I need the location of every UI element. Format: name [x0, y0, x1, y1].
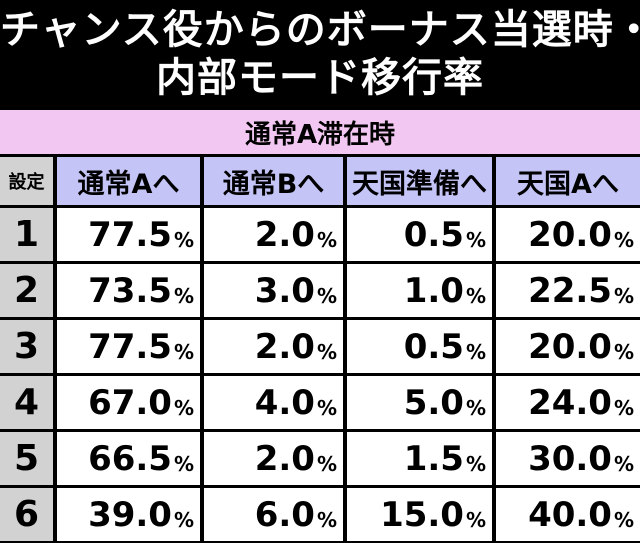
value-heaven-a: 40.0% [496, 488, 640, 541]
setting-number: 1 [0, 208, 53, 261]
value-heaven-a: 24.0% [496, 376, 640, 429]
value-heaven-a: 20.0% [496, 320, 640, 373]
rate-value: 77.5 [88, 326, 172, 367]
percent-sign: % [613, 283, 634, 308]
percent-sign: % [465, 395, 486, 420]
rate-value: 73.5 [88, 270, 172, 311]
setting-number: 5 [0, 432, 53, 485]
rate-value: 30.0 [528, 438, 612, 479]
rate-value: 0.5 [403, 214, 464, 255]
percent-sign: % [316, 339, 337, 364]
percent-sign: % [613, 395, 634, 420]
header-normal-a: 通常Aへ [57, 157, 200, 205]
value-heaven-a: 22.5% [496, 264, 640, 317]
header-heaven-a: 天国Aへ [496, 157, 640, 205]
setting-number: 2 [0, 264, 53, 317]
value-heaven-prep: 0.5% [347, 208, 492, 261]
value-normal-b: 4.0% [204, 376, 343, 429]
value-normal-b: 6.0% [204, 488, 343, 541]
percent-sign: % [613, 507, 634, 532]
rate-value: 6.0 [254, 494, 315, 535]
percent-sign: % [465, 283, 486, 308]
percent-sign: % [316, 451, 337, 476]
percent-sign: % [173, 395, 194, 420]
rate-value: 4.0 [254, 382, 315, 423]
percent-sign: % [613, 227, 634, 252]
value-heaven-prep: 15.0% [347, 488, 492, 541]
value-normal-b: 2.0% [204, 320, 343, 373]
rate-value: 67.0 [88, 382, 172, 423]
rate-value: 2.0 [254, 326, 315, 367]
value-heaven-prep: 1.0% [347, 264, 492, 317]
value-normal-b: 2.0% [204, 208, 343, 261]
header-heaven-prep: 天国準備へ [347, 157, 492, 205]
rate-value: 24.0 [528, 382, 612, 423]
value-normal-a: 66.5% [57, 432, 200, 485]
rate-value: 5.0 [403, 382, 464, 423]
percent-sign: % [613, 339, 634, 364]
rate-value: 20.0 [528, 214, 612, 255]
value-heaven-a: 30.0% [496, 432, 640, 485]
percent-sign: % [465, 227, 486, 252]
value-heaven-prep: 0.5% [347, 320, 492, 373]
rate-value: 2.0 [254, 438, 315, 479]
header-setting: 設定 [0, 157, 53, 205]
rate-value: 22.5 [528, 270, 612, 311]
setting-number: 6 [0, 488, 53, 541]
rate-value: 20.0 [528, 326, 612, 367]
rate-value: 1.5 [403, 438, 464, 479]
value-heaven-prep: 1.5% [347, 432, 492, 485]
value-heaven-a: 20.0% [496, 208, 640, 261]
title-line-2: 内部モード移行率 [156, 55, 484, 101]
value-normal-b: 3.0% [204, 264, 343, 317]
rate-value: 0.5 [403, 326, 464, 367]
title-line-1: チャンス役からのボーナス当選時・ [0, 7, 640, 53]
value-normal-a: 39.0% [57, 488, 200, 541]
setting-number: 3 [0, 320, 53, 373]
percent-sign: % [465, 339, 486, 364]
rate-value: 1.0 [403, 270, 464, 311]
rate-value: 39.0 [88, 494, 172, 535]
value-heaven-prep: 5.0% [347, 376, 492, 429]
percent-sign: % [613, 451, 634, 476]
rate-value: 66.5 [88, 438, 172, 479]
rate-value: 77.5 [88, 214, 172, 255]
mode-transition-table: 通常A滞在時 設定 通常Aへ 通常Bへ 天国準備へ 天国Aへ 1 77.5% 2.0… [0, 110, 640, 543]
value-normal-a: 67.0% [57, 376, 200, 429]
page-title: チャンス役からのボーナス当選時・ 内部モード移行率 [0, 0, 640, 110]
percent-sign: % [316, 227, 337, 252]
percent-sign: % [316, 283, 337, 308]
percent-sign: % [173, 451, 194, 476]
percent-sign: % [465, 451, 486, 476]
percent-sign: % [173, 227, 194, 252]
rate-value: 40.0 [528, 494, 612, 535]
value-normal-a: 77.5% [57, 208, 200, 261]
percent-sign: % [173, 339, 194, 364]
percent-sign: % [173, 507, 194, 532]
setting-number: 4 [0, 376, 53, 429]
section-label: 通常A滞在時 [0, 110, 640, 154]
percent-sign: % [173, 283, 194, 308]
value-normal-a: 77.5% [57, 320, 200, 373]
value-normal-b: 2.0% [204, 432, 343, 485]
rate-value: 3.0 [254, 270, 315, 311]
value-normal-a: 73.5% [57, 264, 200, 317]
rate-value: 15.0 [380, 494, 464, 535]
percent-sign: % [465, 507, 486, 532]
header-normal-b: 通常Bへ [204, 157, 343, 205]
rate-value: 2.0 [254, 214, 315, 255]
percent-sign: % [316, 507, 337, 532]
percent-sign: % [316, 395, 337, 420]
